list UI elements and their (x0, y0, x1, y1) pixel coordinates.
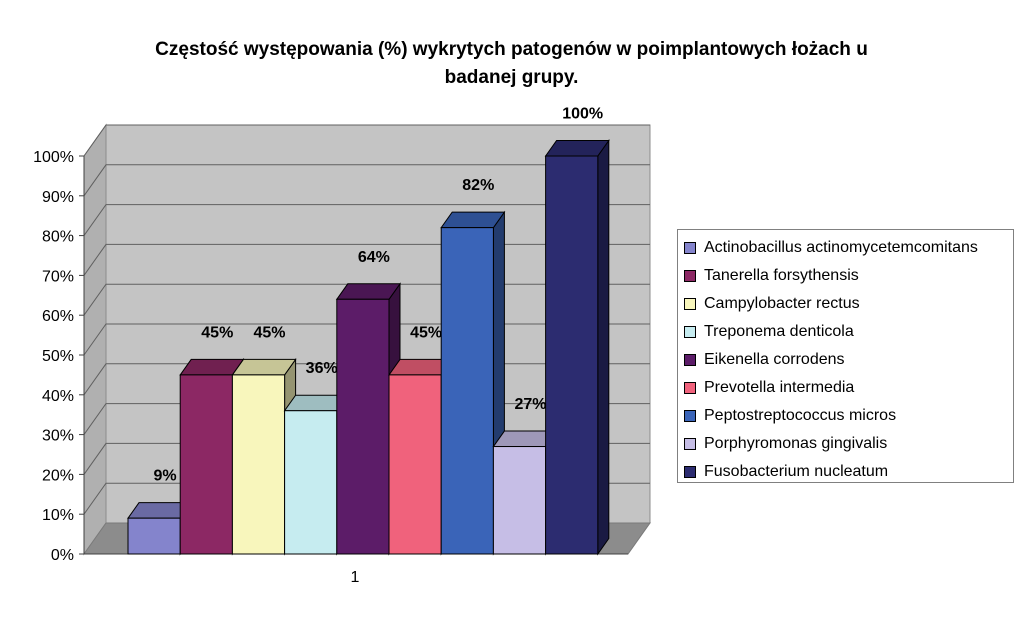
bar-side (597, 138, 610, 556)
y-tick-label: 50% (42, 348, 74, 365)
chart-title: Częstość występowania (%) wykrytych pato… (0, 36, 1023, 92)
legend-label: Treponema denticola (704, 323, 854, 340)
legend-item: Prevotella intermedia (678, 374, 1013, 402)
legend-swatch (684, 298, 696, 310)
bar (336, 298, 390, 555)
legend-swatch (684, 438, 696, 450)
legend-item: Eikenella corrodens (678, 346, 1013, 374)
bar (179, 374, 233, 555)
legend-label: Actinobacillus actinomycetemcomitans (704, 239, 978, 256)
y-tick-label: 20% (42, 467, 74, 484)
legend-label: Prevotella intermedia (704, 379, 855, 396)
data-label: 9% (154, 468, 177, 485)
bar (388, 374, 442, 555)
legend-label: Fusobacterium nucleatum (704, 463, 889, 480)
data-label: 100% (562, 106, 603, 123)
legend-item: Tanerella forsythensis (678, 262, 1013, 290)
legend-label: Porphyromonas gingivalis (704, 435, 888, 452)
gridline (83, 124, 650, 157)
legend-swatch (684, 410, 696, 422)
chart-title-line-2: badanej grupy. (444, 67, 579, 88)
legend-swatch (684, 270, 696, 282)
legend-item: Actinobacillus actinomycetemcomitans (678, 234, 1013, 262)
chart-title-line-1: Częstość występowania (%) wykrytych pato… (155, 39, 868, 60)
legend-item: Porphyromonas gingivalis (678, 430, 1013, 458)
y-tick-label: 60% (42, 308, 74, 325)
bar (545, 155, 599, 555)
data-label: 36% (306, 360, 338, 377)
bar-top (440, 211, 506, 229)
legend-label: Peptostreptococcus micros (704, 407, 897, 424)
legend-item: Fusobacterium nucleatum (678, 458, 1013, 486)
data-label: 27% (514, 396, 546, 413)
data-label: 45% (253, 324, 285, 341)
gridline (83, 204, 650, 236)
legend-item: Treponema denticola (678, 318, 1013, 346)
bar (231, 374, 286, 555)
x-tick-label: 1 (351, 569, 360, 586)
legend-swatch (684, 382, 696, 394)
y-tick-label: 100% (33, 149, 74, 166)
legend-swatch (684, 466, 696, 478)
bar (440, 227, 494, 555)
legend-swatch (684, 326, 696, 338)
y-tick-label: 80% (42, 229, 74, 246)
data-label: 64% (358, 249, 390, 266)
y-tick-label: 90% (42, 189, 74, 206)
legend-swatch (684, 242, 696, 254)
legend-label: Campylobacter rectus (704, 295, 860, 312)
bar-top (231, 358, 297, 376)
y-tick-label: 10% (42, 507, 74, 524)
legend-label: Tanerella forsythensis (704, 267, 859, 284)
bar-top (335, 283, 401, 300)
bar (284, 410, 338, 555)
legend-label: Eikenella corrodens (704, 351, 845, 368)
gridline (83, 164, 650, 197)
bar-top (544, 140, 610, 157)
legend-swatch (684, 354, 696, 366)
chart-legend: Actinobacillus actinomycetemcomitans Tane… (677, 229, 1014, 483)
y-tick-label: 30% (42, 428, 74, 445)
y-tick-label: 40% (42, 388, 74, 405)
y-tick-label: 70% (42, 268, 74, 285)
bar (492, 446, 547, 555)
data-label: 45% (201, 324, 233, 341)
data-label: 82% (462, 177, 494, 194)
bar (127, 517, 181, 555)
legend-item: Peptostreptococcus micros (678, 402, 1013, 430)
legend-item: Campylobacter rectus (678, 290, 1013, 318)
data-label: 45% (410, 324, 442, 341)
y-tick-label: 0% (51, 547, 74, 564)
